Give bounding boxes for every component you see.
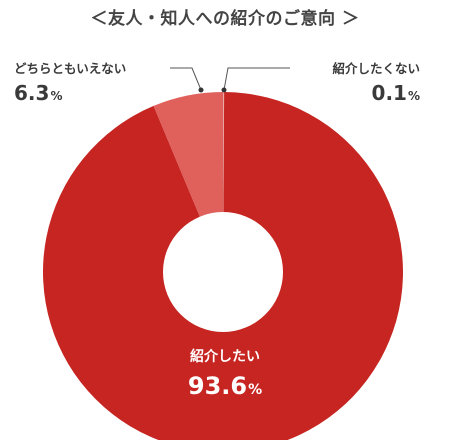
leader-dot-no: [221, 87, 227, 93]
label-yes-value: 93.6: [187, 372, 248, 400]
slice-yes: [43, 92, 403, 440]
leader-line-no: [223, 67, 290, 91]
leader-line-neutral: [170, 67, 202, 91]
label-neutral-name: どちらともいえない: [14, 61, 127, 76]
label-yes: 紹介したい 93.6%: [0, 346, 450, 400]
label-no-value: 0.1: [371, 81, 407, 105]
leader-dot-neutral: [198, 87, 204, 93]
chart-title: ＜友人・知人への紹介のご意向 ＞: [90, 9, 360, 29]
label-neutral-value: 6.3: [14, 81, 50, 105]
label-yes-unit: %: [248, 382, 263, 398]
label-neutral-unit: %: [50, 89, 63, 103]
label-no-name: 紹介したくない: [332, 61, 420, 76]
label-neutral: どちらともいえない 6.3%: [14, 58, 126, 105]
label-no: 紹介したくない 0.1%: [332, 58, 420, 105]
label-yes-name: 紹介したい: [190, 349, 260, 365]
label-no-unit: %: [407, 89, 420, 103]
donut-hole: [163, 212, 283, 332]
